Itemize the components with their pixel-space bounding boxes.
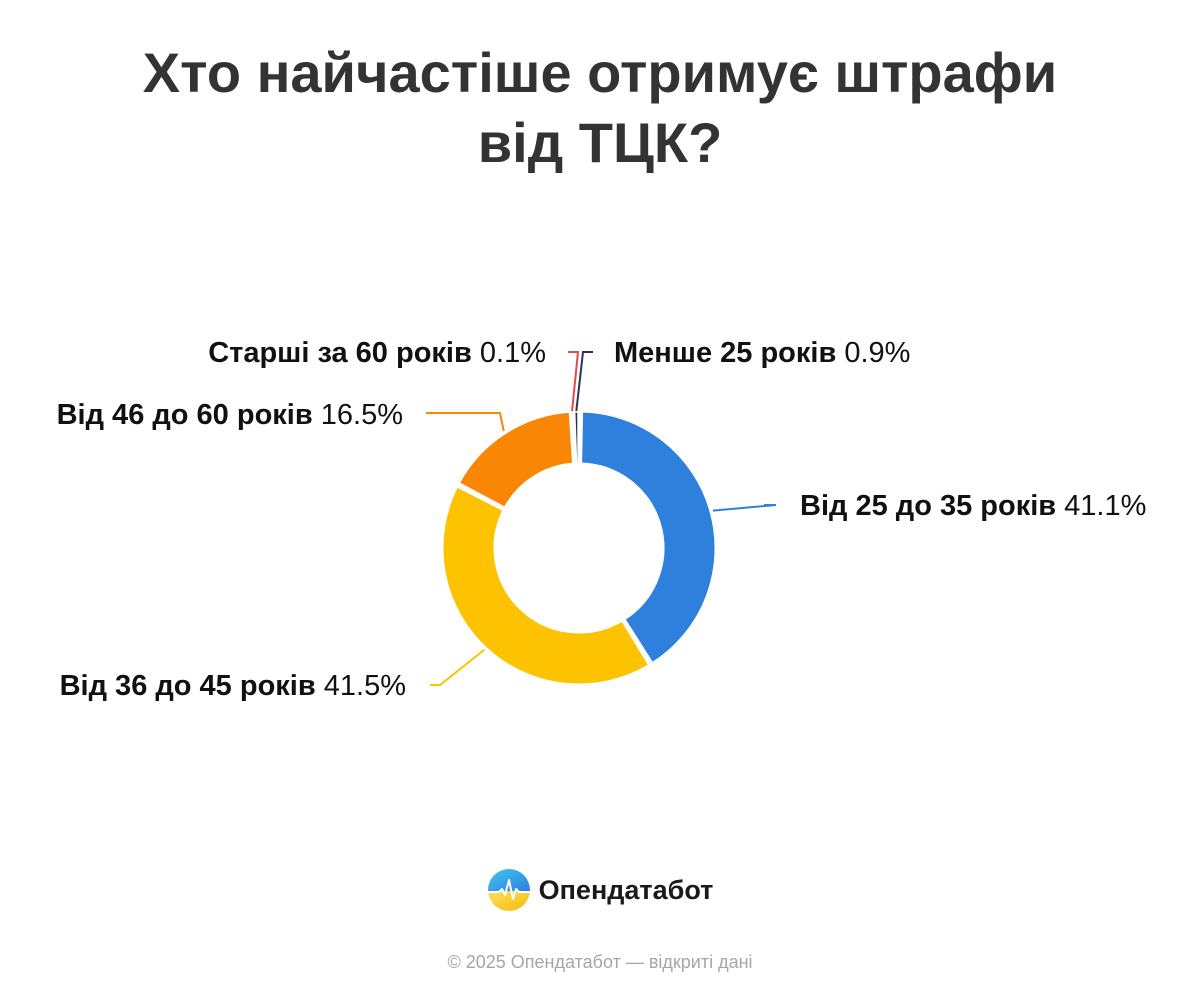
slice-label-2: Від 46 до 60 років 16.5% [57,399,403,431]
slice-category-label: Від 46 до 60 років [57,399,321,431]
slice-category-label: Менше 25 років [614,337,844,369]
slice-category-label: Від 36 до 45 років [60,670,324,702]
donut-slice-4 [572,409,581,466]
donut-slice-2 [456,409,576,510]
opendatabot-logo-icon [487,869,530,911]
leader-line-4 [575,351,593,412]
leader-line-3 [568,351,580,412]
slice-category-label: Від 25 до 35 років [800,490,1064,522]
slice-label-3: Старші за 60 років 0.1% [208,337,546,369]
leader-line-0 [712,504,777,512]
brand: Опендатабот [0,868,1200,912]
slice-value-label: 0.1% [480,337,546,369]
slice-label-0: Від 25 до 35 років 41.1% [800,490,1146,522]
slice-value-label: 16.5% [321,399,403,431]
leader-line-1 [430,648,485,686]
slice-value-label: 41.5% [324,670,406,702]
slice-label-1: Від 36 до 45 років 41.5% [60,670,406,702]
slice-value-label: 41.1% [1064,490,1146,522]
leader-line-2 [426,412,505,432]
copyright-footer: © 2025 Опендатабот — відкриті дані [447,952,753,972]
chart-title-line-1: Хто найчастіше отримує штрафи [142,41,1058,104]
slice-category-label: Старші за 60 років [208,337,480,369]
slice-value-label: 0.9% [844,337,910,369]
slice-label-4: Менше 25 років 0.9% [614,337,910,369]
chart-title-line-2: від ТЦК? [477,111,723,174]
brand-name: Опендатабот [538,874,714,905]
donut-slice-0 [579,409,718,666]
donut-slices [440,409,718,687]
donut-slice-1 [440,484,652,687]
leader-lines [426,351,777,686]
slice-labels: Від 25 до 35 років 41.1% Від 36 до 45 рок… [57,337,1147,702]
chart-title: Хто найчастіше отримує штрафи від ТЦК? [0,38,1200,178]
